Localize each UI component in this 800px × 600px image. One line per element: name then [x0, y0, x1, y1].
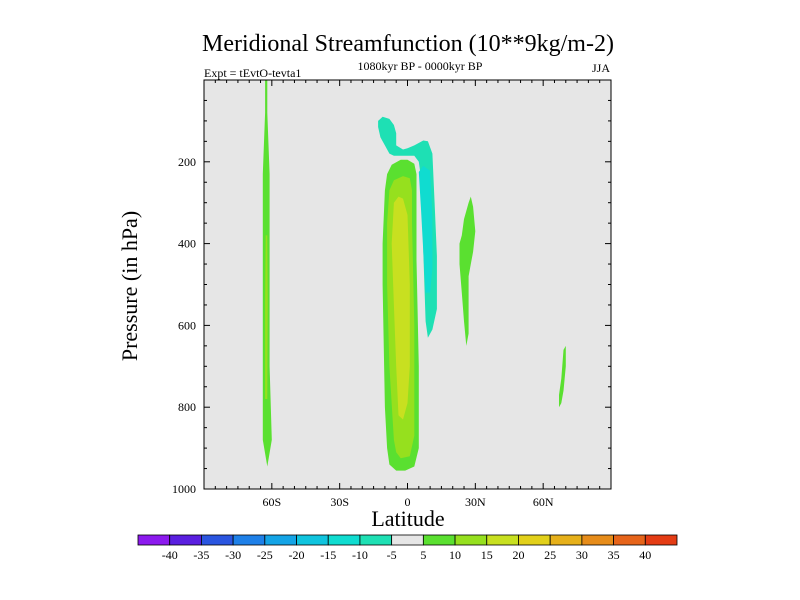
x-tick-label: 60S: [262, 495, 281, 509]
colorbar-label: -35: [193, 548, 209, 562]
colorbar-box: [391, 534, 424, 546]
colorbar-box: [169, 534, 202, 546]
colorbar-box: [327, 534, 361, 546]
period-label: 1080kyr BP - 0000kyr BP: [358, 59, 483, 73]
colorbar-box: [359, 534, 393, 546]
colorbar-box: [549, 534, 583, 546]
contour-region-equator-plus15: [391, 196, 410, 420]
colorbar-box: [518, 534, 551, 546]
y-axis-ticks: 200 400 600 800 1000: [172, 79, 611, 496]
season-label: JJA: [592, 61, 610, 75]
colorbar-box: [264, 534, 297, 546]
y-tick-label: 600: [178, 318, 196, 332]
colorbar-label: 15: [481, 548, 493, 562]
colorbar-label: 30: [576, 548, 588, 562]
colorbar-box: [137, 534, 171, 546]
y-tick-label: 200: [178, 155, 196, 169]
contour-regions: [262, 80, 566, 471]
y-tick-label: 1000: [172, 482, 196, 496]
colorbar-label: -30: [225, 548, 241, 562]
colorbar-label: 40: [639, 548, 651, 562]
colorbar-box: [581, 534, 614, 546]
colorbar-label: -40: [162, 548, 178, 562]
x-tick-label: 0: [405, 495, 411, 509]
colorbar-label: 25: [544, 548, 556, 562]
colorbar-box: [232, 534, 266, 546]
x-tick-label: 60N: [533, 495, 554, 509]
colorbar-label: -15: [320, 548, 336, 562]
y-tick-label: 400: [178, 237, 196, 251]
contour-region-nh-subtropics-plus5: [459, 196, 476, 346]
colorbar-label: -20: [289, 548, 305, 562]
colorbar-box: [422, 534, 456, 546]
experiment-label: Expt = tEvtO-tevta1: [204, 66, 301, 80]
y-tick-label: 800: [178, 400, 196, 414]
plot-area: 60S 30S 0 30N 60N 200 400 600 800 1000: [172, 79, 612, 509]
colorbar-label: -5: [387, 548, 397, 562]
colorbar-label: 5: [420, 548, 426, 562]
colorbar-box: [201, 534, 234, 546]
colorbar-label: 10: [449, 548, 461, 562]
x-axis-ticks: 60S 30S 0 30N 60N: [203, 80, 612, 509]
colorbar-box: [613, 534, 646, 546]
contour-region-nh-60n-plus5: [559, 345, 566, 408]
x-axis-label: Latitude: [371, 506, 444, 531]
x-tick-label: 30S: [330, 495, 349, 509]
x-tick-label: 30N: [465, 495, 486, 509]
colorbar-box: [454, 534, 488, 546]
colorbar: -40 -35 -30 -25 -20 -15 -10 -5 5 10 15 20 25 30 35 40: [137, 534, 678, 562]
y-axis-label: Pressure (in hPa): [117, 211, 142, 361]
chart-title: Meridional Streamfunction (10**9kg/m-2): [202, 31, 614, 57]
colorbar-label: -25: [257, 548, 273, 562]
colorbar-label: 35: [608, 548, 620, 562]
contour-region-core-minus10: [418, 165, 433, 293]
colorbar-label: -10: [352, 548, 368, 562]
colorbar-label: 20: [512, 548, 524, 562]
colorbar-box: [644, 534, 678, 546]
contour-region-band-60s-plus10: [265, 235, 268, 399]
colorbar-box: [296, 534, 329, 546]
colorbar-box: [486, 534, 519, 546]
